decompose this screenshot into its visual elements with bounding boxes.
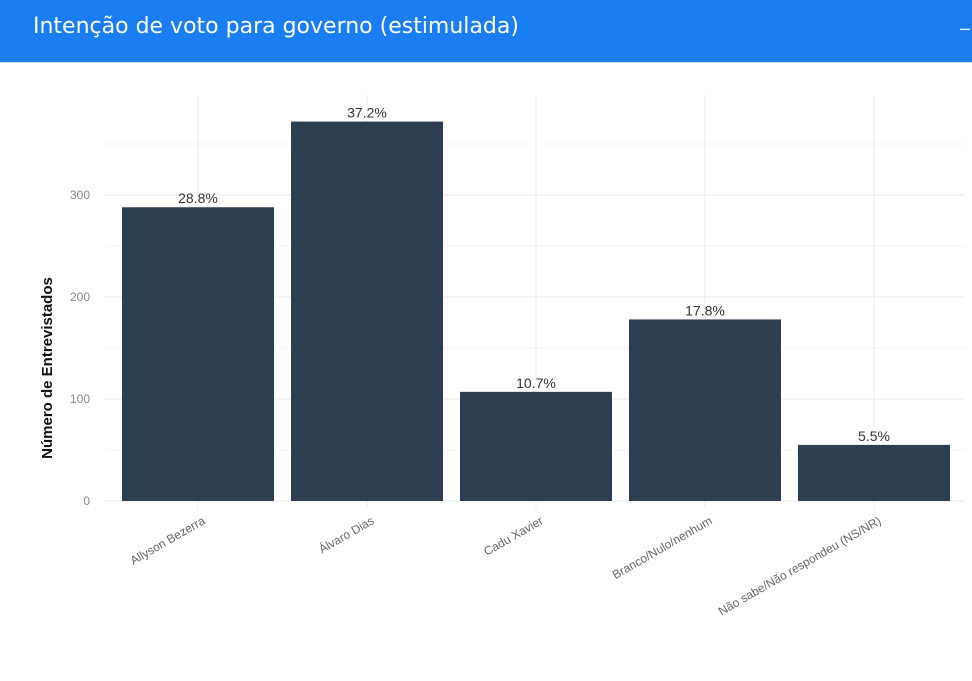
y-tick-label: 0 <box>83 494 90 508</box>
y-tick-label: 300 <box>70 188 90 202</box>
x-tick-label: Allyson Bezerra <box>128 513 208 567</box>
bar <box>798 444 950 501</box>
x-tick-label: Não sabe/Não respondeu (NS/NR) <box>716 513 884 618</box>
bar <box>291 121 443 501</box>
y-tick-label: 200 <box>70 290 90 304</box>
data-label: 5.5% <box>858 428 890 444</box>
minus-icon[interactable]: – <box>959 18 970 38</box>
data-label: 17.8% <box>685 302 725 318</box>
panel-title: Intenção de voto para governo (estimulad… <box>33 14 519 39</box>
data-label: 10.7% <box>516 375 556 391</box>
bar <box>122 207 274 502</box>
data-label: 37.2% <box>347 105 387 121</box>
panel-header: Intenção de voto para governo (estimulad… <box>0 0 972 63</box>
y-tick-label: 100 <box>70 392 90 406</box>
bar <box>460 391 612 501</box>
bar <box>629 319 781 501</box>
data-label: 28.8% <box>178 190 218 206</box>
x-tick-label: Branco/Nulo/nenhum <box>610 513 715 581</box>
bar-chart: 0 100 200 300 28.8% Allyson Bezerra 37.2% Álvar… <box>39 95 965 618</box>
x-tick-label: Álvaro Dias <box>316 513 377 557</box>
x-tick-label: Cadu Xavier <box>481 513 545 558</box>
y-axis-title: Número de Entrevistados <box>39 277 56 459</box>
